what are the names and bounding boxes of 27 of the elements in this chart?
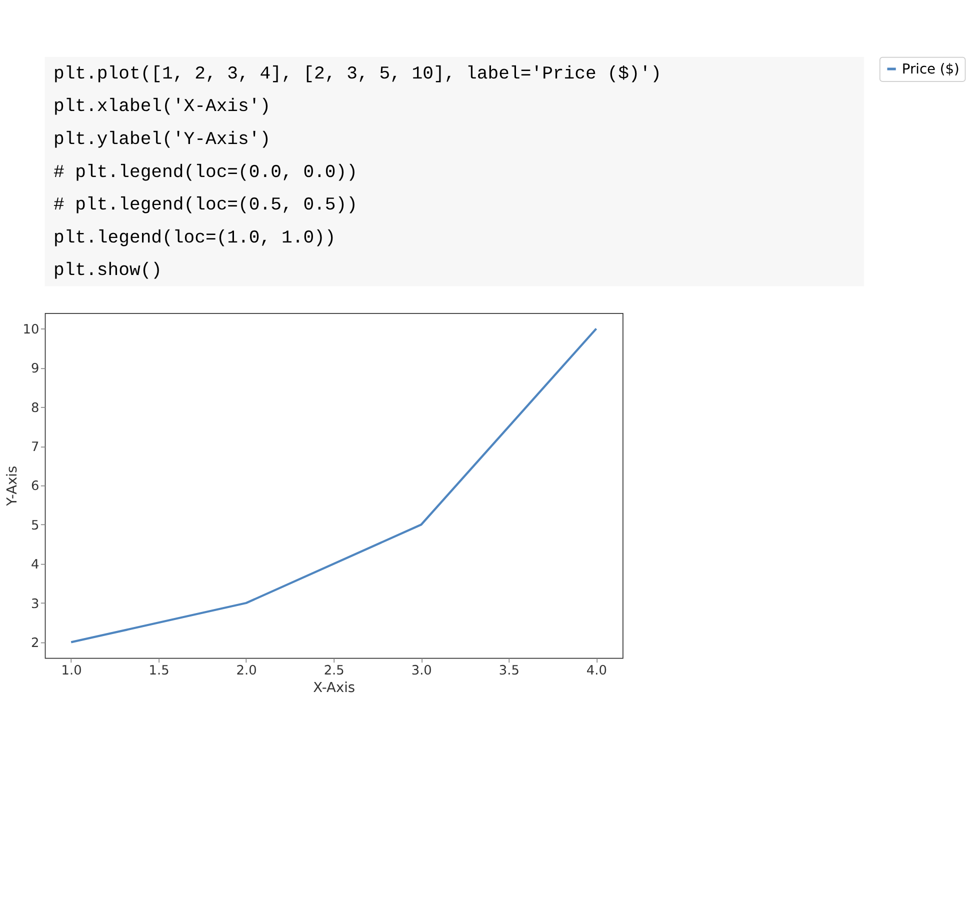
x-tick-label: 1.5 — [148, 664, 170, 679]
x-tick-label: 2.5 — [324, 664, 344, 679]
y-tick-label: 2 — [30, 636, 40, 651]
x-tick-label: 4.0 — [586, 664, 607, 679]
text: # plt.legend(loc=(0.5, 0.5)) — [53, 196, 358, 216]
text: plt.xlabel('X-Axis') — [53, 97, 271, 118]
y-tick-label: 10 — [22, 322, 40, 338]
y-tick-label: 8 — [30, 400, 40, 416]
y-tick-label: 4 — [30, 558, 40, 573]
text: plt.ylabel('Y-Axis') — [53, 130, 271, 150]
legend-label: Price ($) — [902, 61, 960, 78]
y-tick-label: 9 — [30, 362, 40, 377]
x-axis-title: X-Axis — [313, 680, 356, 696]
x-tick-label: 1.0 — [61, 664, 82, 679]
y-axis-title: Y-Axis — [4, 466, 21, 507]
text: # plt.legend(loc=(0.0, 0.0)) — [53, 162, 358, 183]
x-tick-label: 3.0 — [411, 664, 432, 679]
text: plt.show() — [53, 261, 162, 282]
x-tick-label: 3.5 — [498, 664, 520, 679]
y-tick-label: 3 — [30, 596, 40, 612]
text: plt.plot([1, 2, 3, 4], [2, 3, 5, 10], label='Price ($)') — [53, 64, 662, 84]
x-tick-label: 2.0 — [236, 664, 257, 679]
y-tick-label: 7 — [30, 440, 40, 455]
y-tick-label: 5 — [30, 518, 40, 534]
text: plt.legend(loc=(1.0, 1.0)) — [53, 228, 336, 248]
line-series — [70, 328, 598, 644]
y-tick-label: 6 — [30, 479, 40, 494]
